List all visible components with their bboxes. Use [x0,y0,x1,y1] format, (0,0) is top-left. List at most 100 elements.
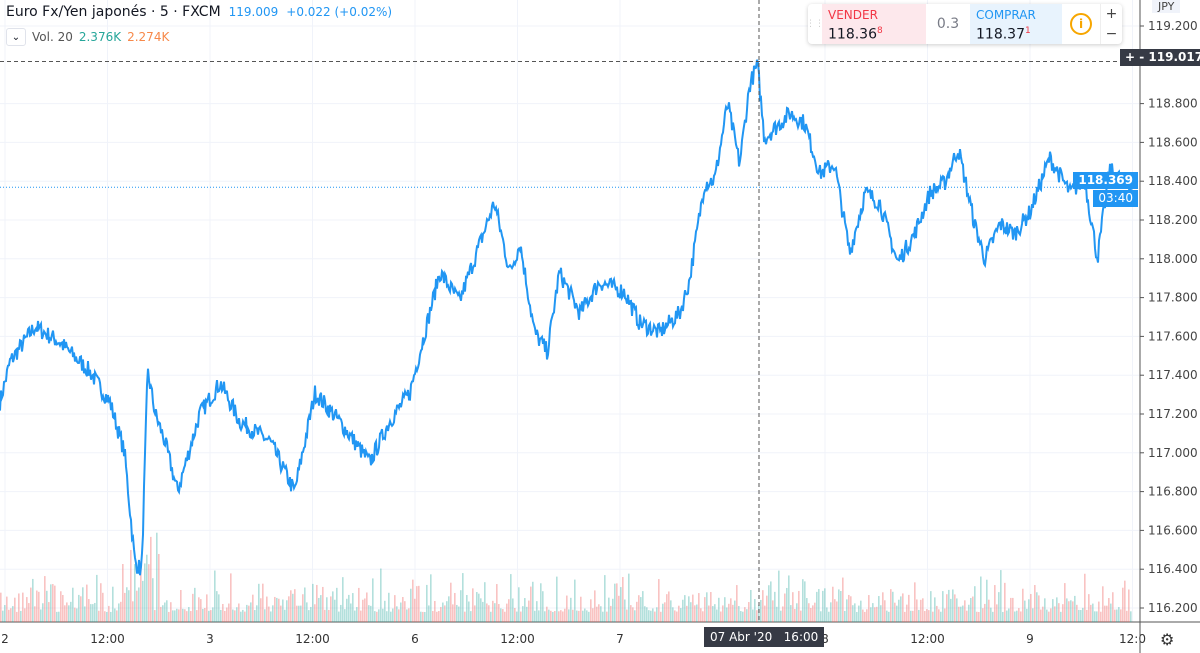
volume-bar [130,549,132,622]
volume-bar [496,584,498,622]
volume-bar [392,608,394,622]
volume-bar [1072,601,1074,622]
volume-bar [586,610,588,622]
volume-bar [116,610,118,622]
volume-bar [244,611,246,622]
volume-bar [812,605,814,622]
volume-bar [980,576,982,622]
volume-bar [594,590,596,622]
volume-bar [218,594,220,622]
collapse-chevron-icon[interactable]: ⌄ [6,28,26,46]
volume-bar [528,600,530,622]
volume-bar [442,602,444,622]
volume-bar [246,604,248,622]
volume-bar [374,611,376,622]
volume-bar [898,599,900,622]
volume-bar [1084,573,1086,622]
volume-bar [822,590,824,622]
volume-bar [128,590,130,622]
volume-bar [776,606,778,622]
volume-bar [870,607,872,622]
volume-bar [538,610,540,622]
volume-bar [4,605,6,622]
volume-bar [548,609,550,622]
volume-bar [144,563,146,622]
volume-bar [68,605,70,622]
crosshair-price-label: + - 119.017 [1120,49,1200,66]
volume-bar [364,598,366,622]
volume-bar [670,600,672,622]
volume-bar [16,611,18,622]
volume-bar [936,605,938,622]
volume-bar [432,611,434,622]
buy-button[interactable]: COMPRAR 118.371 [970,4,1062,44]
volume-bar [478,593,480,622]
price-change: +0.022 (+0.02%) [286,5,393,19]
sell-button[interactable]: VENDER 118.368 [822,4,926,44]
volume-bar [408,608,410,622]
volume-bar [168,611,170,622]
info-button[interactable]: i [1062,4,1100,44]
volume-bar [674,610,676,622]
volume-bar [646,607,648,622]
y-tick-label: 116.400 [1148,562,1198,576]
volume-bar [658,579,660,622]
volume-bar [564,608,566,622]
volume-bar [290,590,292,622]
volume-bar [650,610,652,622]
volume-bar [834,599,836,622]
volume-bar [164,602,166,622]
volume-bar [286,600,288,622]
volume-bar [488,605,490,622]
volume-bar [10,608,12,622]
volume-bar [852,605,854,622]
volume-bar [316,584,318,622]
drag-handle-icon[interactable]: ⋮⋮ [806,19,824,29]
volume-bar [1008,608,1010,622]
x-tick-label: 12:00 [90,632,125,646]
volume-bar [210,610,212,622]
volume-bar [802,579,804,622]
volume-bar [716,609,718,622]
volume-bar [458,606,460,622]
volume-label: Vol. 20 [32,30,73,44]
volume-bar [698,593,700,622]
volume-bar [684,595,686,622]
settings-gear-icon[interactable]: ⚙ [1160,630,1175,649]
volume-bar [1024,600,1026,622]
currency-label: JPY [1152,0,1181,13]
volume-bar [256,605,258,622]
volume-bar [742,611,744,622]
zoom-in-button[interactable]: + [1105,6,1118,22]
volume-bar [1038,595,1040,622]
volume-bar [560,610,562,622]
volume-bar [786,587,788,622]
volume-bar [728,603,730,622]
volume-bar [1012,597,1014,622]
volume-bar [448,596,450,622]
zoom-out-button[interactable]: − [1105,26,1118,42]
volume-bar [460,590,462,622]
volume-bar [420,611,422,622]
sell-price: 118.36 [828,26,877,43]
volume-bar [794,608,796,622]
x-tick-label: 7 [616,632,624,646]
volume-bar [630,605,632,622]
volume-bar [816,591,818,622]
volume-bar [712,606,714,622]
volume-bar [406,609,408,622]
y-tick-label: 118.800 [1148,97,1198,111]
volume-bar [534,610,536,622]
volume-bar [102,592,104,622]
volume-bar [642,591,644,622]
volume-bar [494,603,496,622]
volume-bar [910,610,912,622]
volume-bar [418,585,420,622]
volume-bar [780,610,782,622]
volume-bar [628,573,630,622]
volume-bar [754,599,756,622]
volume-bar [818,589,820,622]
volume-bar [452,604,454,622]
volume-bar [46,590,48,622]
